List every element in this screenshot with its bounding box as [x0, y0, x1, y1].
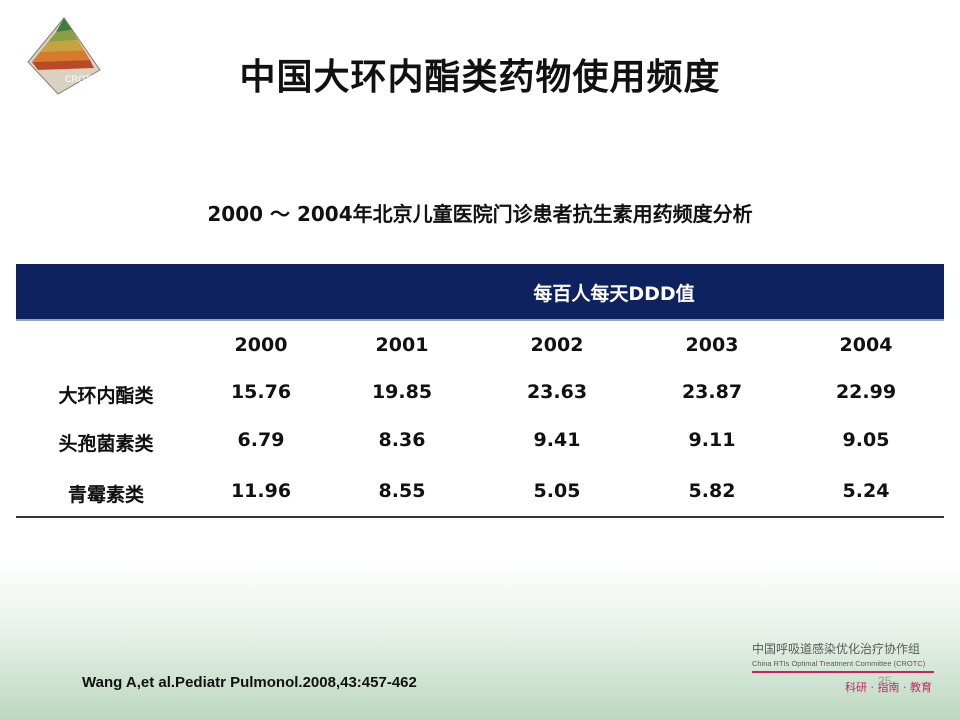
table-cell: 8.55	[378, 480, 426, 502]
org-divider	[752, 671, 934, 673]
table-cell: 15.76	[230, 381, 292, 403]
table-cell: 22.99	[835, 381, 897, 403]
year-header: 2004	[839, 334, 893, 356]
row-label-penicillins: 青霉素类	[67, 484, 144, 506]
table-cell: 5.05	[533, 480, 581, 502]
unit-header: 每百人每天DDD值	[533, 283, 695, 305]
year-header: 2003	[685, 334, 739, 356]
org-block: 中国呼吸道感染优化治疗协作组 China RTIs Optimal Treatm…	[752, 640, 942, 695]
org-name-en: China RTIs Optimal Treatment Committee (…	[752, 659, 926, 668]
year-header: 2002	[530, 334, 584, 356]
page-number: 25	[878, 674, 892, 688]
row-label-cephalosporins: 头孢菌素类	[58, 433, 154, 455]
table-header-band	[16, 264, 944, 319]
table-cell: 19.85	[371, 381, 433, 403]
slide-title: 中国大环内酯类药物使用频度	[239, 57, 721, 98]
table-bottom-rule	[16, 516, 944, 518]
org-motto: 科研 · 指南 · 教育	[845, 681, 932, 694]
table-cell: 23.63	[526, 381, 588, 403]
table-cell: 9.11	[688, 429, 736, 451]
table-cell: 5.24	[842, 480, 890, 502]
org-name-cn: 中国呼吸道感染优化治疗协作组	[752, 642, 921, 656]
background-gradient	[0, 560, 960, 720]
slide-subtitle: 2000 ～ 2004年北京儿童医院门诊患者抗生素用药频度分析	[207, 202, 753, 226]
table-cell: 11.96	[230, 480, 292, 502]
year-header: 2001	[375, 334, 429, 356]
table-cell: 23.87	[681, 381, 743, 403]
logo-text: CROTC	[65, 74, 97, 84]
crotc-pyramid-logo: CROTC	[27, 17, 101, 95]
row-label-macrolides: 大环内酯类	[58, 385, 154, 407]
table-header-divider	[16, 319, 944, 321]
table-cell: 6.79	[237, 429, 285, 451]
table-cell: 9.05	[842, 429, 890, 451]
year-header: 2000	[234, 334, 288, 356]
table-cell: 9.41	[533, 429, 581, 451]
table-cell: 8.36	[378, 429, 426, 451]
citation: Wang A,et al.Pediatr Pulmonol.2008,43:45…	[82, 674, 417, 691]
table-cell: 5.82	[688, 480, 736, 502]
